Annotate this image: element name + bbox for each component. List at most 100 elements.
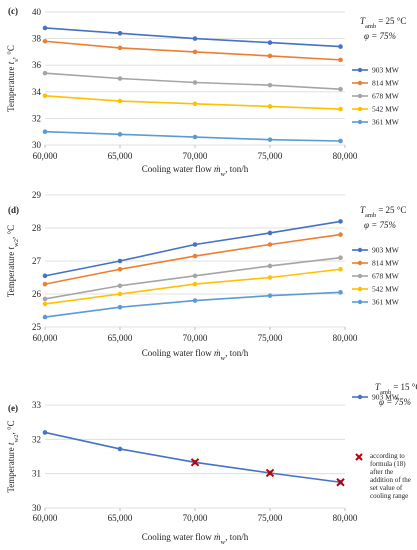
series-line <box>44 268 341 305</box>
cross-marker <box>336 478 345 487</box>
data-point <box>192 281 198 287</box>
legend-marker <box>357 247 363 253</box>
label-part: T <box>360 16 366 26</box>
data-point <box>117 258 123 264</box>
x-tick-label: 65,000 <box>108 151 133 161</box>
annotation: Tamb = 25 °C <box>360 16 406 30</box>
data-point <box>338 290 343 295</box>
label-part: Cooling water flow <box>142 348 214 358</box>
legend-label: 903 MW <box>372 246 400 255</box>
chart-panel: (e) 30 31 32 33 60,000 65,000 70,000 75,000 80,00… <box>6 382 417 546</box>
data-point <box>42 38 48 44</box>
x-tick-label: 75,000 <box>258 151 283 161</box>
label-part: , °C <box>6 45 16 59</box>
y-tick-label: 30 <box>32 140 42 150</box>
label-part: T <box>375 382 381 392</box>
data-point <box>42 273 48 279</box>
legend-marker <box>357 299 363 305</box>
x-tick-label: 80,000 <box>333 151 358 161</box>
series-line <box>44 291 341 318</box>
data-point <box>117 30 123 36</box>
data-point <box>117 76 123 81</box>
data-point <box>192 134 198 140</box>
data-point <box>192 49 198 55</box>
x-axis-label: Cooling water flow ṁw, ton/h <box>142 532 249 546</box>
data-point <box>267 137 273 142</box>
legend-label: 542 MW <box>372 105 400 114</box>
x-tick-label: 75,000 <box>258 333 283 343</box>
data-point <box>267 242 273 247</box>
legend-label: 903 MW <box>372 66 400 75</box>
data-point <box>192 242 198 247</box>
data-point <box>117 98 123 104</box>
data-point <box>338 106 343 112</box>
x-tick-label: 70,000 <box>183 513 208 523</box>
data-point <box>192 253 198 259</box>
data-point <box>267 82 273 88</box>
label-part: Temperature <box>6 445 16 493</box>
x-tick-label: 80,000 <box>333 333 358 343</box>
legend-marker <box>357 260 363 266</box>
label-part: w <box>221 171 226 178</box>
data-point <box>192 273 198 279</box>
legend-marker <box>357 394 363 400</box>
data-point <box>117 132 123 137</box>
data-point <box>192 36 198 41</box>
data-point <box>192 298 198 303</box>
label-part: ṁ <box>214 348 221 358</box>
data-point <box>338 255 343 260</box>
data-point <box>42 301 48 307</box>
label-part: w <box>221 539 226 546</box>
x-axis-label: Cooling water flow ṁw, ton/h <box>142 348 249 362</box>
y-tick-label: 36 <box>32 60 42 70</box>
legend-label: 542 MW <box>372 285 400 294</box>
data-point <box>267 230 273 236</box>
series-line <box>44 431 341 484</box>
y-tick-label: 28 <box>32 223 42 233</box>
legend-label: 678 MW <box>372 92 400 101</box>
data-point <box>338 86 343 92</box>
legend-marker <box>357 67 363 73</box>
label-part: amb <box>380 389 391 396</box>
x-tick-label: 65,000 <box>108 513 133 523</box>
data-point <box>338 266 343 272</box>
y-tick-label: 32 <box>32 434 41 444</box>
y-axis-label: Temperature tw2, °C <box>6 225 20 297</box>
panel-label: (d) <box>8 205 19 215</box>
data-point <box>267 53 273 59</box>
data-point <box>117 446 123 452</box>
y-tick-label: 31 <box>32 469 41 479</box>
panel-label: (c) <box>8 6 18 16</box>
label-part: amb <box>365 212 376 219</box>
y-tick-label: 32 <box>32 113 41 123</box>
y-tick-label: 30 <box>32 503 42 513</box>
data-point <box>267 263 273 269</box>
data-point <box>338 232 343 237</box>
y-tick-label: 38 <box>32 34 42 44</box>
series-line <box>44 130 341 142</box>
annotation: Tamb= 15 °C <box>375 382 417 396</box>
chart-panel: (d) 25 26 27 28 29 60,000 65,000 70,000 75,000 80,… <box>6 190 406 362</box>
chart-panel: (c) 30 32 34 36 38 40 60,000 65,000 70,000 75,000 8… <box>6 6 406 178</box>
label-part: = 15 °C <box>393 382 417 392</box>
data-point <box>192 80 198 85</box>
data-point <box>338 57 343 63</box>
annotation: φ = 75% <box>379 397 411 407</box>
data-point <box>42 281 48 287</box>
data-point <box>117 291 123 297</box>
x-tick-label: 70,000 <box>183 151 208 161</box>
label-part: = 25 °C <box>378 16 406 26</box>
legend-marker <box>357 119 363 125</box>
series-line <box>44 220 341 277</box>
legend-label-box: according to formula (18) after the addi… <box>370 452 411 500</box>
label-part: w <box>221 355 226 362</box>
legend-label: according to formula (18) after the addi… <box>370 452 411 500</box>
label-part: , ton/h <box>225 532 249 542</box>
legend-label: 678 MW <box>372 272 400 281</box>
label-part: t <box>6 61 16 64</box>
y-tick-label: 34 <box>32 87 42 97</box>
series-line <box>44 94 341 110</box>
cross-marker <box>190 458 200 467</box>
data-point <box>338 44 343 49</box>
data-point <box>267 40 273 45</box>
